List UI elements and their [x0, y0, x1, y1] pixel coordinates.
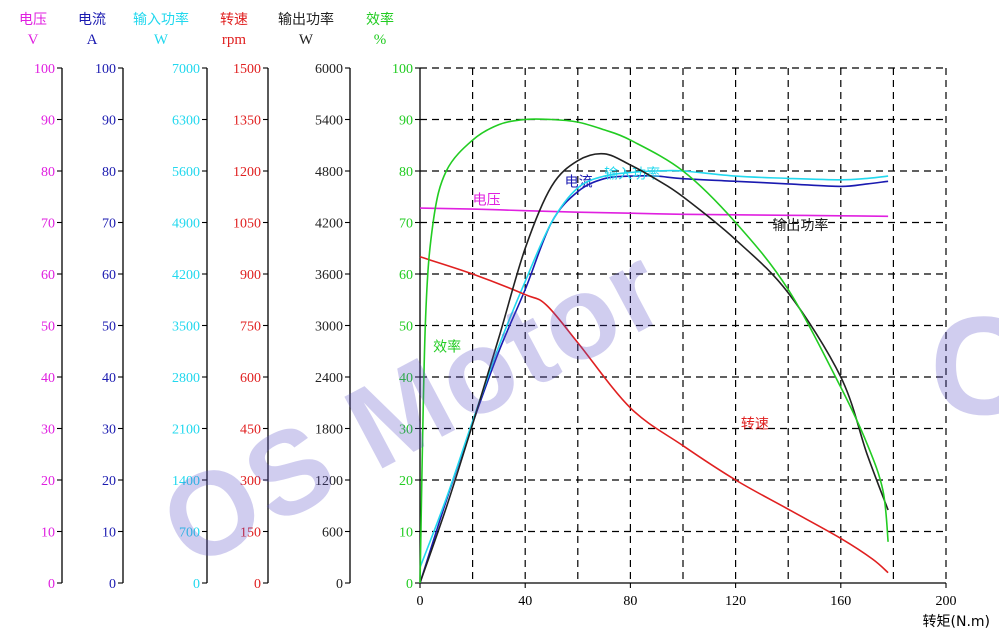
- y-tick-label-current: 40: [102, 371, 116, 386]
- y-tick-label-speed: 150: [240, 526, 261, 541]
- x-tick-label: 0: [417, 594, 424, 609]
- y-tick-label-current: 20: [102, 474, 116, 489]
- y-axis-unit-input_power: W: [154, 32, 169, 48]
- y-tick-label-speed: 900: [240, 268, 261, 283]
- y-tick-label-input_power: 5600: [172, 165, 200, 180]
- y-tick-label-efficiency: 20: [399, 474, 413, 489]
- y-axis-name-current: 电流: [78, 12, 106, 28]
- x-tick-label: 160: [830, 594, 851, 609]
- y-tick-label-voltage: 90: [41, 114, 55, 129]
- y-tick-label-output_power: 6000: [315, 62, 343, 77]
- y-tick-label-output_power: 2400: [315, 371, 343, 386]
- y-tick-label-input_power: 700: [179, 526, 200, 541]
- y-tick-label-input_power: 3500: [172, 320, 200, 335]
- y-axis-unit-output_power: W: [299, 32, 314, 48]
- y-tick-label-efficiency: 0: [406, 577, 413, 592]
- y-tick-label-input_power: 6300: [172, 114, 200, 129]
- y-tick-label-voltage: 70: [41, 217, 55, 232]
- y-tick-label-input_power: 4200: [172, 268, 200, 283]
- y-axis-name-efficiency: 效率: [366, 11, 394, 28]
- y-tick-label-current: 70: [102, 217, 116, 232]
- y-tick-label-speed: 600: [240, 371, 261, 386]
- y-tick-label-input_power: 1400: [172, 474, 200, 489]
- y-tick-label-input_power: 0: [193, 577, 200, 592]
- y-tick-label-current: 90: [102, 114, 116, 129]
- y-tick-label-efficiency: 40: [399, 371, 413, 386]
- y-tick-label-efficiency: 60: [399, 268, 413, 283]
- y-tick-label-input_power: 2800: [172, 371, 200, 386]
- y-tick-label-voltage: 80: [41, 165, 55, 180]
- x-tick-label: 40: [518, 594, 532, 609]
- y-tick-label-efficiency: 80: [399, 165, 413, 180]
- y-axis-name-input_power: 输入功率: [133, 11, 189, 28]
- y-axis-name-speed: 转速: [220, 12, 248, 28]
- y-tick-label-efficiency: 70: [399, 217, 413, 232]
- y-tick-label-current: 10: [102, 526, 116, 541]
- y-tick-label-efficiency: 90: [399, 114, 413, 129]
- series-line-voltage: [419, 207, 889, 218]
- y-axis-name-output_power: 输出功率: [278, 11, 334, 28]
- y-tick-label-voltage: 50: [41, 320, 55, 335]
- y-tick-label-current: 100: [95, 62, 116, 77]
- y-tick-label-output_power: 1200: [315, 474, 343, 489]
- y-tick-label-efficiency: 100: [392, 62, 413, 77]
- series-label-current: 电流: [565, 174, 593, 190]
- y-axis-name-voltage: 电压: [19, 12, 47, 28]
- y-tick-label-efficiency: 50: [399, 320, 413, 335]
- y-axis-unit-speed: rpm: [222, 32, 246, 48]
- y-tick-label-output_power: 600: [322, 526, 343, 541]
- x-axis-label: 转矩(N.m): [923, 614, 990, 630]
- y-tick-label-current: 30: [102, 423, 116, 438]
- y-tick-label-output_power: 5400: [315, 114, 343, 129]
- series-line-speed: [419, 256, 889, 574]
- x-tick-label: 200: [936, 594, 957, 609]
- y-tick-label-efficiency: 10: [399, 526, 413, 541]
- y-tick-label-output_power: 3600: [315, 268, 343, 283]
- series-line-current: [419, 175, 889, 584]
- y-tick-label-output_power: 1800: [315, 423, 343, 438]
- x-tick-label: 80: [623, 594, 637, 609]
- y-tick-label-speed: 1500: [233, 62, 261, 77]
- y-tick-label-input_power: 7000: [172, 62, 200, 77]
- y-tick-label-current: 80: [102, 165, 116, 180]
- y-tick-label-output_power: 3000: [315, 320, 343, 335]
- y-tick-label-speed: 1050: [233, 217, 261, 232]
- series-label-speed: 转速: [741, 417, 769, 433]
- series-label-efficiency: 效率: [433, 338, 461, 355]
- y-tick-label-voltage: 20: [41, 474, 55, 489]
- y-tick-label-speed: 300: [240, 474, 261, 489]
- y-tick-label-output_power: 4800: [315, 165, 343, 180]
- y-axis-unit-current: A: [87, 32, 98, 48]
- y-tick-label-speed: 1350: [233, 114, 261, 129]
- x-tick-label: 120: [725, 594, 746, 609]
- y-tick-label-current: 60: [102, 268, 116, 283]
- series-label-voltage: 电压: [473, 192, 501, 208]
- y-tick-label-input_power: 2100: [172, 423, 200, 438]
- y-tick-label-speed: 1200: [233, 165, 261, 180]
- y-axis-unit-voltage: V: [28, 32, 39, 48]
- y-tick-label-output_power: 0: [336, 577, 343, 592]
- y-tick-label-output_power: 4200: [315, 217, 343, 232]
- y-tick-label-voltage: 10: [41, 526, 55, 541]
- y-tick-label-current: 0: [109, 577, 116, 592]
- y-tick-label-input_power: 4900: [172, 217, 200, 232]
- series-line-efficiency: [419, 118, 889, 584]
- y-axis-unit-efficiency: %: [374, 32, 387, 48]
- y-tick-label-voltage: 0: [48, 577, 55, 592]
- series-label-input_power: 输入功率: [604, 166, 660, 183]
- y-tick-label-speed: 0: [254, 577, 261, 592]
- y-tick-label-voltage: 60: [41, 268, 55, 283]
- y-tick-label-speed: 450: [240, 423, 261, 438]
- y-tick-label-current: 50: [102, 320, 116, 335]
- y-tick-label-efficiency: 30: [399, 423, 413, 438]
- y-tick-label-voltage: 40: [41, 371, 55, 386]
- y-tick-label-voltage: 100: [34, 62, 55, 77]
- y-tick-label-speed: 750: [240, 320, 261, 335]
- series-label-output_power: 输出功率: [772, 217, 828, 234]
- series-line-output_power: [419, 152, 889, 584]
- y-tick-label-voltage: 30: [41, 423, 55, 438]
